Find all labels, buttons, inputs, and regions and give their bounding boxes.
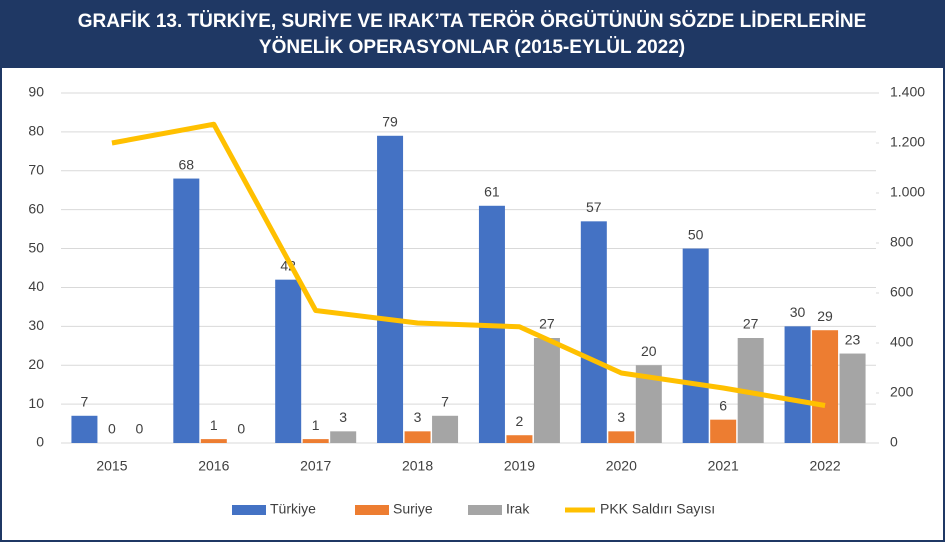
- legend-swatch: [468, 505, 502, 515]
- data-label: 27: [539, 316, 555, 332]
- y2-tick-label: 1.200: [890, 134, 925, 150]
- bar: [608, 431, 635, 443]
- x-tick-label: 2021: [708, 458, 739, 474]
- data-label: 7: [81, 393, 89, 409]
- x-tick-label: 2020: [606, 458, 637, 474]
- y-tick-label: 30: [28, 317, 44, 333]
- y2-tick-label: 200: [890, 384, 914, 400]
- legend-label: Türkiye: [270, 501, 316, 517]
- y-tick-label: 50: [28, 239, 44, 255]
- data-label: 0: [108, 421, 116, 437]
- y-tick-label: 70: [28, 161, 44, 177]
- data-label: 61: [484, 183, 500, 199]
- bar: [580, 221, 607, 443]
- bar: [302, 439, 329, 443]
- bar: [533, 338, 560, 443]
- y2-tick-label: 1.400: [890, 84, 925, 100]
- bar: [200, 439, 227, 443]
- y-tick-label: 20: [28, 356, 44, 372]
- legend-swatch: [355, 505, 389, 515]
- y-tick-label: 80: [28, 123, 44, 139]
- y2-tick-label: 600: [890, 284, 914, 300]
- legend-label: PKK Saldırı Sayısı: [600, 501, 715, 517]
- x-tick-label: 2017: [300, 458, 331, 474]
- chart-title: YÖNELİK OPERASYONLAR (2015-EYLÜL 2022): [259, 37, 685, 58]
- chart-title: GRAFİK 13. TÜRKİYE, SURİYE VE IRAK’TA TE…: [78, 11, 867, 32]
- bar: [173, 178, 200, 444]
- bar: [682, 248, 709, 443]
- legend-swatch: [232, 505, 266, 515]
- bar: [275, 279, 302, 443]
- data-label: 29: [817, 308, 833, 324]
- data-label: 1: [312, 417, 320, 433]
- data-label: 3: [617, 409, 625, 425]
- y2-tick-label: 400: [890, 334, 914, 350]
- data-label: 50: [688, 226, 704, 242]
- data-label: 23: [845, 331, 861, 347]
- bar: [710, 419, 737, 443]
- data-label: 79: [382, 113, 398, 129]
- data-label: 30: [790, 304, 806, 320]
- header: [0, 0, 945, 68]
- bar: [839, 353, 866, 443]
- x-tick-label: 2018: [402, 458, 433, 474]
- data-label: 0: [237, 421, 245, 437]
- data-label: 1: [210, 417, 218, 433]
- bar: [432, 415, 459, 443]
- legend-label: Suriye: [393, 501, 433, 517]
- data-label: 2: [516, 413, 524, 429]
- y2-tick-label: 0: [890, 434, 898, 450]
- data-label: 3: [414, 409, 422, 425]
- line: [111, 121, 826, 408]
- bar: [330, 431, 357, 443]
- data-label: 6: [719, 397, 727, 413]
- y2-tick-label: 1.000: [890, 184, 925, 200]
- bar: [506, 435, 533, 443]
- data-label: 0: [136, 421, 144, 437]
- legend-label: Irak: [506, 501, 530, 517]
- bar: [784, 326, 811, 443]
- data-label: 7: [441, 393, 449, 409]
- data-label: 20: [641, 343, 657, 359]
- y-tick-label: 90: [28, 84, 44, 100]
- data-label: 3: [339, 409, 347, 425]
- y-tick-label: 60: [28, 200, 44, 216]
- data-label: 57: [586, 199, 602, 215]
- bar: [71, 415, 98, 443]
- y-tick-label: 40: [28, 278, 44, 294]
- y-tick-label: 0: [36, 434, 44, 450]
- y-tick-label: 10: [28, 395, 44, 411]
- bar: [377, 135, 404, 443]
- y2-tick-label: 800: [890, 234, 914, 250]
- data-label: 27: [743, 316, 759, 332]
- x-tick-label: 2022: [809, 458, 840, 474]
- data-label: 68: [179, 156, 195, 172]
- x-tick-label: 2015: [96, 458, 127, 474]
- bar: [404, 431, 431, 443]
- x-tick-label: 2016: [198, 458, 229, 474]
- x-tick-label: 2019: [504, 458, 535, 474]
- bar: [812, 330, 839, 443]
